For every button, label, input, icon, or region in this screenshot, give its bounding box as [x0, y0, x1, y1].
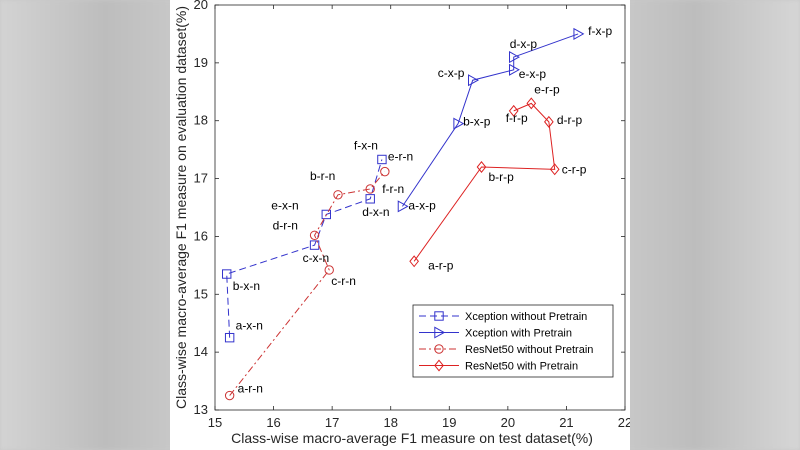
data-point-c-r-n: [324, 265, 334, 275]
x-axis-title: Class-wise macro-average F1 measure on t…: [231, 430, 593, 446]
data-point-f-x-n: [377, 154, 387, 165]
point-label-c-x-p: c-x-p: [438, 66, 465, 80]
point-label-d-r-n: d-r-n: [273, 218, 298, 232]
y-axis-title: Class-wise macro-average F1 measure on e…: [173, 6, 189, 409]
data-point-f-r-p: [508, 104, 519, 117]
point-label-b-r-n: b-r-n: [310, 169, 335, 183]
x-tick-label: 21: [559, 415, 573, 430]
x-tick-label: 22: [618, 415, 630, 430]
legend-marker-3: [434, 359, 444, 372]
data-point-a-x-p: [397, 200, 409, 213]
point-label-c-x-n: c-x-n: [303, 251, 330, 265]
point-label-f-x-n: f-x-n: [354, 138, 378, 152]
series-line-2: [229, 171, 386, 396]
point-label-b-x-n: b-x-n: [233, 279, 260, 293]
data-point-b-x-p: [453, 117, 465, 130]
data-point-f-r-n: [365, 184, 375, 194]
y-tick-label: 15: [194, 286, 208, 301]
point-label-d-r-p: d-r-p: [557, 113, 583, 127]
data-point-b-r-n: [333, 190, 343, 200]
point-label-a-x-n: a-x-n: [236, 319, 263, 333]
point-label-e-r-p: e-r-p: [534, 82, 560, 96]
data-point-e-r-n: [380, 166, 390, 177]
y-tick-label: 16: [194, 228, 208, 243]
point-label-c-r-n: c-r-n: [331, 274, 356, 288]
point-label-a-x-p: a-x-p: [408, 198, 436, 212]
point-label-a-r-n: a-r-n: [238, 382, 263, 396]
y-tick-label: 18: [194, 113, 208, 128]
legend-label-2: ResNet50 without Pretrain: [465, 344, 593, 356]
legend-label-1: Xception with Pretrain: [465, 328, 572, 340]
point-label-b-x-p: b-x-p: [463, 115, 491, 129]
point-label-d-x-p: d-x-p: [510, 37, 538, 51]
x-tick-label: 17: [325, 415, 339, 430]
legend-marker-0: [434, 311, 444, 321]
data-point-c-x-n: [309, 240, 320, 250]
data-point-c-x-p: [468, 74, 479, 87]
series-line-0: [226, 159, 383, 338]
point-label-f-r-n: f-r-n: [382, 182, 404, 196]
legend-label-0: Xception without Pretrain: [465, 311, 587, 323]
data-point-b-r-p: [476, 161, 487, 173]
y-tick-label: 13: [194, 402, 208, 417]
blurred-backdrop-left: [0, 0, 175, 450]
data-point-d-x-n: [365, 194, 375, 204]
x-tick-label: 19: [442, 415, 456, 430]
data-point-d-x-p: [509, 51, 520, 64]
x-tick-label: 18: [383, 415, 397, 430]
chart-figure: 15 16 17 18 19 20 21 22 13 14 15 16 17 18 19 20 Class-wi…: [170, 0, 630, 450]
legend-label-3: ResNet50 with Pretrain: [465, 361, 578, 373]
x-tick-label: 16: [266, 415, 280, 430]
data-point-d-r-n: [309, 230, 320, 240]
point-label-a-r-p: a-r-p: [428, 258, 454, 272]
point-label-b-r-p: b-r-p: [489, 170, 515, 184]
data-point-b-x-n: [222, 269, 232, 279]
y-tick-label: 20: [194, 0, 208, 12]
data-point-a-x-n: [224, 332, 235, 343]
point-label-e-x-n: e-x-n: [271, 198, 298, 212]
point-label-f-r-p: f-r-p: [506, 111, 528, 125]
legend: Xception without Pretrain Xception with P…: [412, 304, 614, 378]
data-point-e-x-n: [321, 209, 331, 220]
y-tick-label: 14: [194, 344, 208, 359]
point-label-c-r-p: c-r-p: [562, 162, 587, 176]
axes-layer: 15 16 17 18 19 20 21 221314151617181920Class-wi…: [173, 0, 630, 446]
data-point-a-r-p: [409, 255, 419, 268]
data-point-e-r-p: [526, 97, 537, 110]
x-tick-label: 20: [501, 415, 515, 430]
x-tick-label: 15: [208, 415, 222, 430]
legend-marker-2: [434, 344, 444, 354]
point-label-d-x-n: d-x-n: [362, 205, 389, 219]
data-point-c-r-p: [549, 163, 560, 176]
data-point-f-x-p: [573, 27, 585, 40]
data-point-d-r-p: [544, 115, 554, 128]
point-label-e-x-p: e-x-p: [519, 67, 547, 81]
y-tick-label: 17: [194, 171, 208, 186]
series-layer: [222, 27, 585, 401]
y-tick-label: 19: [194, 55, 208, 70]
scatter-line-chart: 15 16 17 18 19 20 21 221314151617181920Class-wi…: [173, 0, 630, 446]
point-label-f-x-p: f-x-p: [588, 24, 612, 38]
blurred-backdrop-right: [625, 0, 800, 450]
data-point-e-x-p: [509, 63, 520, 76]
data-point-a-r-n: [224, 390, 235, 401]
point-label-e-r-n: e-r-n: [388, 150, 413, 164]
point-label-layer: a-x-n b-x-n c-x-n e-x-n d-x-n f-x-n a-x-p b-x-p…: [233, 24, 613, 396]
series-line-1: [402, 33, 579, 207]
legend-marker-1: [434, 326, 446, 339]
